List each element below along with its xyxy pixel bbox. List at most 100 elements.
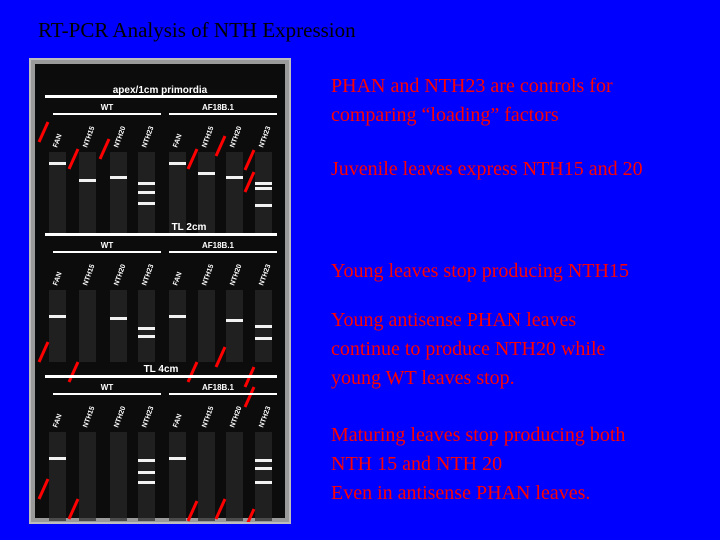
gel-red-arrow [214,498,227,520]
gel-band [138,481,155,484]
gel-band [255,337,272,340]
gel-lane-label: FAN [52,133,63,149]
gel-red-arrow [98,138,111,160]
gel-lane-smear [49,432,66,521]
gel-header-bar [45,95,277,98]
gel-band [255,182,272,185]
gel-red-arrow [37,121,50,143]
gel-band [198,172,215,175]
gel-red-arrow [214,346,227,368]
gel-band [79,179,96,182]
gel-lane-label: FAN [52,413,63,429]
note-line: Young leaves stop producing NTH15 [331,260,629,282]
gel-lane-smear [79,152,96,235]
gel-band [138,202,155,205]
gel-band [110,176,127,179]
gel-header-bar [45,375,277,378]
gel-band [169,457,186,460]
gel-band [169,162,186,165]
gel-red-arrow [67,361,80,383]
gel-band [49,315,66,318]
gel-group-label-af18b: AF18B.1 [202,241,235,250]
gel-lane-label: FAN [172,413,183,429]
gel-red-arrow [243,386,256,408]
gel-lane-smear [255,152,272,235]
gel-group-label-wt: WT [101,103,114,112]
gel-band [255,467,272,470]
gel-band [138,335,155,338]
note-controls: PHAN and NTH23 are controls for comparin… [331,72,613,130]
gel-band [255,325,272,328]
gel-band [138,327,155,330]
gel-panel-heading: TL 2cm [172,222,207,233]
gel-lane-smear [198,290,215,362]
gel-group-underline [53,113,161,115]
gel-panel-heading: apex/1cm primordia [113,85,208,96]
gel-lane-smear [198,432,215,521]
gel-lane-smear [49,290,66,362]
gel-group-label-wt: WT [101,241,114,250]
gel-lane-smear [79,432,96,521]
note-line: Young antisense PHAN leaves [331,309,577,331]
gel-lane-smear [110,432,127,521]
gel-band [138,459,155,462]
gel-band [226,176,243,179]
gel-lane-smear [255,432,272,521]
gel-red-arrow [67,148,80,170]
gel-red-arrow [243,171,256,193]
gel-lane-smear [226,432,243,521]
gel-band [169,315,186,318]
slide-title: RT-PCR Analysis of NTH Expression [38,18,356,42]
note-antisense: Young antisense PHAN leaves continue to … [331,306,605,393]
note-maturing: Maturing leaves stop producing both NTH … [331,421,625,508]
gel-red-arrow [37,478,50,500]
gel-lane-label: FAN [172,133,183,149]
gel-lane-smear [138,290,155,362]
note-line: PHAN and NTH23 are controls for [331,75,613,97]
gel-band [49,457,66,460]
gel-lane-label: FAN [172,271,183,287]
gel-lane-smear [226,290,243,362]
gel-band [138,182,155,185]
note-line: NTH 15 and NTH 20 [331,453,503,475]
gel-lane-smear [110,290,127,362]
note-juvenile: Juvenile leaves express NTH15 and 20 [331,155,643,184]
gel-group-label-wt: WT [101,383,114,392]
gel-band [255,481,272,484]
gel-lane-smear [110,152,127,235]
gel-panel-heading: TL 4cm [144,364,179,375]
gel-lane-label: FAN [52,271,63,287]
note-young: Young leaves stop producing NTH15 [331,257,629,286]
gel-band [226,319,243,322]
gel-lane-smear [169,152,186,235]
gel-lane-smear [169,290,186,362]
gel-band [255,187,272,190]
gel-red-arrow [186,361,199,383]
gel-lane-smear [226,152,243,235]
gel-red-arrow [214,135,227,157]
gel-red-arrow [67,498,80,520]
gel-background [35,64,285,518]
gel-group-underline [169,251,277,253]
gel-band [138,471,155,474]
gel-band [255,459,272,462]
gel-lane-smear [49,152,66,235]
note-line: Even in antisense PHAN leaves. [331,482,591,504]
gel-red-arrow [186,500,199,522]
gel-group-underline [169,113,277,115]
gel-band [110,317,127,320]
note-line: continue to produce NTH20 while [331,338,606,360]
gel-lane-smear [79,290,96,362]
gel-red-arrow [186,148,199,170]
gel-band [255,204,272,207]
gel-band [138,191,155,194]
gel-red-arrow [243,149,256,171]
gel-group-label-af18b: AF18B.1 [202,383,235,392]
gel-group-underline [53,251,161,253]
gel-red-arrow [246,508,256,522]
note-line: Juvenile leaves express NTH15 and 20 [331,158,643,180]
gel-group-underline [169,393,277,395]
gel-band [49,162,66,165]
note-line: young WT leaves stop. [331,367,515,389]
